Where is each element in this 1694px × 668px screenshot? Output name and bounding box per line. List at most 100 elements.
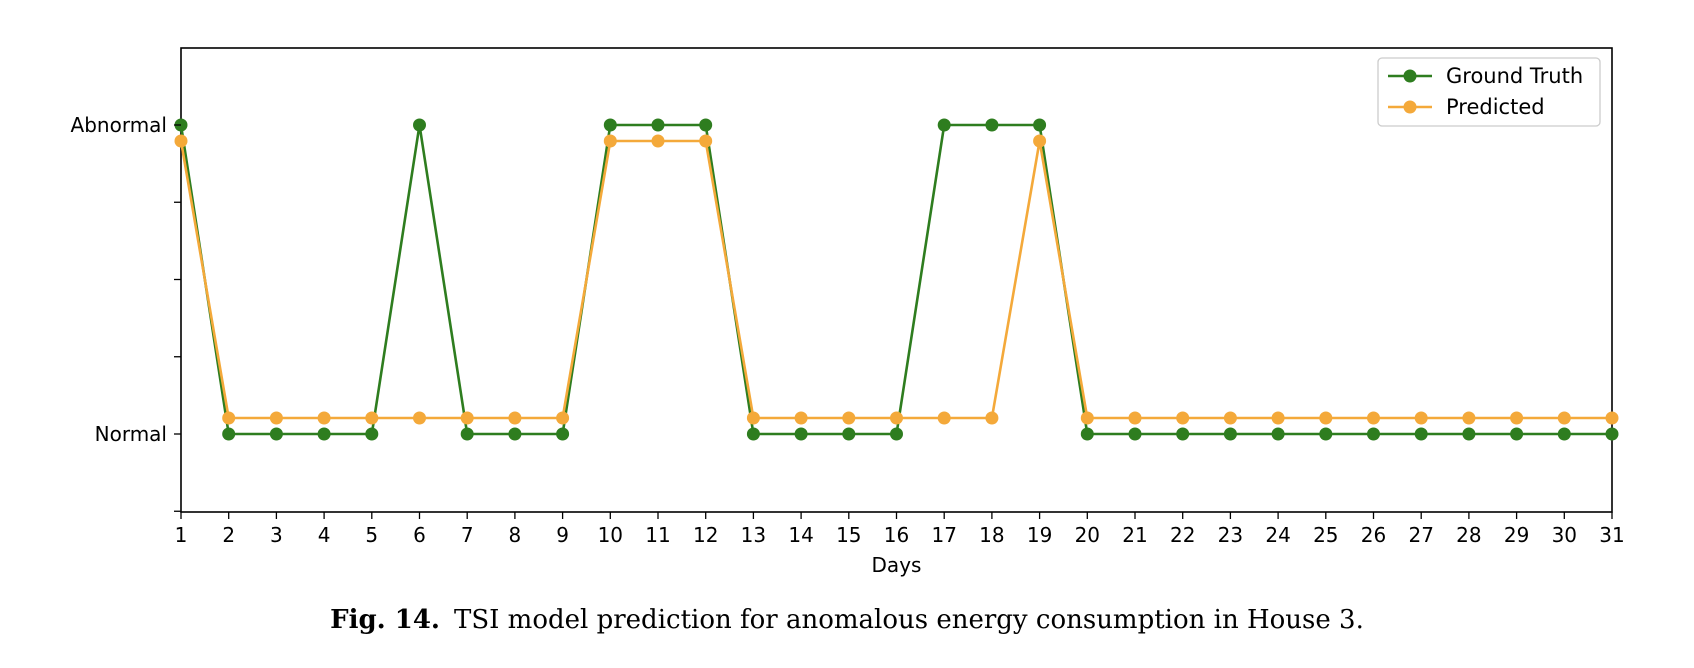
data-point bbox=[794, 427, 808, 441]
data-point bbox=[1080, 411, 1094, 425]
data-point bbox=[1176, 411, 1190, 425]
data-point bbox=[317, 427, 331, 441]
legend-label: Ground Truth bbox=[1446, 64, 1583, 88]
data-point bbox=[1319, 411, 1333, 425]
data-point bbox=[746, 427, 760, 441]
data-point bbox=[508, 411, 522, 425]
data-point bbox=[1271, 427, 1285, 441]
data-point bbox=[222, 427, 236, 441]
data-point bbox=[651, 118, 665, 132]
data-point bbox=[222, 411, 236, 425]
data-point bbox=[460, 411, 474, 425]
x-tick-label: 21 bbox=[1122, 523, 1147, 547]
x-tick-label: 19 bbox=[1027, 523, 1052, 547]
legend-item: Predicted bbox=[1388, 95, 1545, 119]
data-point bbox=[460, 427, 474, 441]
data-point bbox=[1557, 411, 1571, 425]
figure-caption: Fig. 14. TSI model prediction for anomalo… bbox=[0, 605, 1694, 635]
data-point bbox=[699, 118, 713, 132]
data-point bbox=[651, 134, 665, 148]
x-tick-label: 13 bbox=[741, 523, 766, 547]
x-axis-ticks: 1 2 3 4 5 6 7 8 9 10 11 12 13 14 15 16 17 18 19 20 21 22 23 24 2… bbox=[175, 512, 1625, 547]
legend-marker bbox=[1403, 69, 1417, 83]
data-point bbox=[413, 411, 426, 425]
data-point bbox=[317, 411, 331, 425]
data-point bbox=[413, 118, 426, 132]
data-point bbox=[1510, 411, 1524, 425]
data-point bbox=[556, 427, 570, 441]
x-tick-label: 8 bbox=[509, 523, 522, 547]
caption-text: TSI model prediction for anomalous energ… bbox=[453, 605, 1364, 635]
x-tick-label: 4 bbox=[318, 523, 331, 547]
x-tick-label: 6 bbox=[413, 523, 426, 547]
x-tick-label: 18 bbox=[979, 523, 1004, 547]
x-tick-label: 27 bbox=[1408, 523, 1433, 547]
x-tick-label: 29 bbox=[1504, 523, 1529, 547]
data-point bbox=[1223, 411, 1237, 425]
x-tick-label: 24 bbox=[1265, 523, 1290, 547]
data-point bbox=[603, 134, 617, 148]
legend: Ground Truth Predicted bbox=[1377, 57, 1601, 127]
series-ground-truth bbox=[174, 118, 1619, 441]
x-tick-label: 11 bbox=[645, 523, 670, 547]
x-tick-label: 5 bbox=[365, 523, 378, 547]
data-point bbox=[1080, 427, 1094, 441]
data-point bbox=[842, 411, 856, 425]
data-point bbox=[937, 118, 951, 132]
data-point bbox=[1414, 411, 1428, 425]
caption-label: Fig. 14. bbox=[330, 605, 440, 635]
series-line bbox=[179, 123, 1612, 436]
x-tick-label: 1 bbox=[175, 523, 188, 547]
data-point bbox=[1462, 427, 1476, 441]
data-point bbox=[1557, 427, 1571, 441]
data-point bbox=[937, 411, 951, 425]
data-point bbox=[1128, 411, 1142, 425]
data-point bbox=[556, 411, 570, 425]
x-tick-label: 9 bbox=[556, 523, 569, 547]
data-point bbox=[174, 134, 188, 148]
data-point bbox=[508, 427, 522, 441]
data-point bbox=[1223, 427, 1237, 441]
data-point bbox=[794, 411, 808, 425]
data-point bbox=[1605, 411, 1619, 425]
data-point bbox=[1367, 427, 1380, 441]
data-point bbox=[603, 118, 617, 132]
x-tick-label: 17 bbox=[931, 523, 956, 547]
x-tick-label: 12 bbox=[693, 523, 718, 547]
x-tick-label: 20 bbox=[1075, 523, 1100, 547]
legend-item: Ground Truth bbox=[1388, 64, 1583, 88]
data-point bbox=[1128, 427, 1142, 441]
x-axis-label: Days bbox=[872, 553, 922, 577]
data-point bbox=[1462, 411, 1476, 425]
data-point bbox=[1605, 427, 1619, 441]
data-point bbox=[1176, 427, 1190, 441]
x-tick-label: 3 bbox=[270, 523, 283, 547]
data-point bbox=[1319, 427, 1333, 441]
y-tick-label: Normal bbox=[95, 422, 167, 446]
x-tick-label: 15 bbox=[836, 523, 861, 547]
y-axis-ticks: Normal Abnormal bbox=[71, 113, 181, 512]
data-point bbox=[699, 134, 713, 148]
data-point bbox=[269, 427, 283, 441]
legend-box bbox=[1377, 57, 1601, 127]
x-tick-label: 30 bbox=[1552, 523, 1577, 547]
x-tick-label: 25 bbox=[1313, 523, 1338, 547]
x-tick-label: 16 bbox=[884, 523, 909, 547]
x-tick-label: 23 bbox=[1218, 523, 1243, 547]
data-point bbox=[1510, 427, 1524, 441]
legend-marker bbox=[1403, 100, 1417, 114]
x-tick-label: 22 bbox=[1170, 523, 1195, 547]
data-point bbox=[269, 411, 283, 425]
x-tick-label: 31 bbox=[1599, 523, 1624, 547]
legend-label: Predicted bbox=[1446, 95, 1545, 119]
data-point bbox=[985, 411, 999, 425]
data-point bbox=[1271, 411, 1285, 425]
data-point bbox=[1414, 427, 1428, 441]
data-point bbox=[365, 411, 379, 425]
data-point bbox=[985, 118, 999, 132]
data-point bbox=[1033, 118, 1047, 132]
data-point bbox=[890, 427, 903, 441]
data-point bbox=[746, 411, 760, 425]
x-tick-label: 2 bbox=[222, 523, 235, 547]
data-point bbox=[842, 427, 856, 441]
